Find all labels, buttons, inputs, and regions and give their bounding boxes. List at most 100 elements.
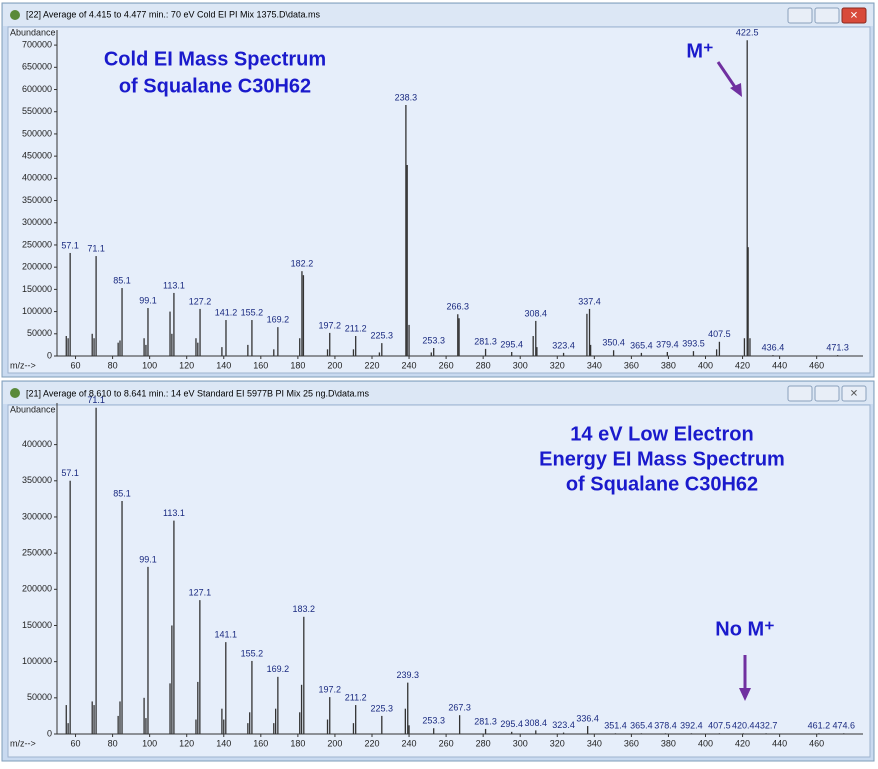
plot-area (7, 404, 871, 758)
peak-label: 57.1 (61, 240, 79, 250)
x-tick-label: 120 (179, 360, 194, 370)
maximize-button[interactable] (814, 7, 840, 24)
peak-label: 225.3 (371, 330, 394, 340)
y-tick-label: 600000 (22, 84, 52, 94)
peak-label: 474.6 (832, 721, 855, 731)
y-axis-label: Abundance (10, 404, 56, 414)
x-tick-label: 360 (624, 360, 639, 370)
x-axis-label: m/z--> (10, 738, 36, 748)
peak-label: 253.3 (422, 716, 445, 726)
peak-label: 127.2 (189, 296, 212, 306)
x-tick-label: 80 (108, 360, 118, 370)
y-tick-label: 550000 (22, 106, 52, 116)
y-tick-label: 300000 (22, 217, 52, 227)
peak-label: 113.1 (163, 508, 185, 518)
maximize-button[interactable] (814, 385, 840, 402)
x-tick-label: 140 (216, 360, 231, 370)
peak-label: 197.2 (318, 684, 341, 694)
peak-label: 350.4 (602, 338, 625, 348)
peak-label: 85.1 (113, 488, 131, 498)
peak-label: 323.4 (552, 720, 575, 730)
y-axis-label: Abundance (10, 27, 56, 37)
peak-label: 155.2 (241, 307, 264, 317)
x-tick-label: 380 (661, 738, 676, 748)
x-tick-label: 220 (364, 360, 379, 370)
y-tick-label: 0 (47, 728, 52, 738)
y-tick-label: 150000 (22, 284, 52, 294)
peak-label: 323.4 (552, 340, 575, 350)
x-tick-label: 160 (253, 360, 268, 370)
peak-label: 197.2 (318, 320, 341, 330)
x-tick-label: 280 (476, 738, 491, 748)
x-tick-label: 120 (179, 738, 194, 748)
peak-label: 378.4 (654, 721, 677, 731)
x-tick-label: 240 (402, 360, 417, 370)
x-tick-label: 240 (402, 738, 417, 748)
peak-label: 71.1 (87, 395, 105, 405)
x-tick-label: 200 (327, 360, 342, 370)
y-tick-label: 450000 (22, 151, 52, 161)
chart-title: of Squalane C30H62 (566, 473, 758, 495)
close-button[interactable] (841, 7, 867, 24)
x-tick-label: 260 (439, 738, 454, 748)
peak-label: 420.4 (732, 721, 755, 731)
y-tick-label: 100000 (22, 656, 52, 666)
window-title: [22] Average of 4.415 to 4.477 min.: 70 … (26, 9, 321, 19)
x-tick-label: 340 (587, 360, 602, 370)
minimize-button[interactable] (787, 7, 813, 24)
x-tick-label: 440 (772, 360, 787, 370)
x-tick-label: 280 (476, 360, 491, 370)
y-tick-label: 400000 (22, 439, 52, 449)
peak-label: 281.3 (474, 336, 497, 346)
x-tick-label: 220 (364, 738, 379, 748)
y-tick-label: 400000 (22, 173, 52, 183)
x-tick-label: 60 (71, 738, 81, 748)
window-icon (10, 388, 20, 398)
x-tick-label: 200 (327, 738, 342, 748)
peak-label: 308.4 (525, 718, 548, 728)
x-tick-label: 100 (142, 360, 157, 370)
window-title: [21] Average of 8.610 to 8.641 min.: 14 … (26, 388, 370, 398)
peak-label: 239.3 (396, 670, 419, 680)
y-tick-label: 200000 (22, 262, 52, 272)
peak-label: 141.1 (215, 629, 238, 639)
peak-label: 379.4 (656, 339, 679, 349)
peak-label: 407.5 (708, 721, 731, 731)
y-tick-label: 50000 (27, 692, 52, 702)
peak-label: 169.2 (267, 664, 290, 674)
minimize-button[interactable] (787, 385, 813, 402)
x-tick-label: 400 (698, 738, 713, 748)
peak-label: 238.3 (395, 92, 418, 102)
plot-area (7, 26, 871, 374)
peak-label: 57.1 (61, 468, 79, 478)
close-button[interactable] (841, 385, 867, 402)
peak-label: 351.4 (604, 721, 627, 731)
window-icon (10, 10, 20, 20)
x-tick-label: 300 (513, 360, 528, 370)
chart-title: Cold EI Mass Spectrum (104, 48, 326, 70)
x-tick-label: 380 (661, 360, 676, 370)
peak-label: 308.4 (525, 308, 548, 318)
x-tick-label: 80 (108, 738, 118, 748)
y-tick-label: 500000 (22, 128, 52, 138)
chart-title: Energy EI Mass Spectrum (539, 448, 785, 470)
x-tick-label: 460 (809, 738, 824, 748)
close-icon: ✕ (850, 389, 858, 400)
annotation: M⁺ (686, 40, 713, 62)
arrow-head (730, 83, 742, 97)
peak-label: 141.2 (215, 307, 238, 317)
peak-label: 336.4 (576, 713, 599, 723)
peak-label: 169.2 (267, 315, 290, 325)
y-tick-label: 50000 (27, 328, 52, 338)
peak-label: 432.7 (755, 721, 778, 731)
peak-label: 393.5 (682, 338, 705, 348)
x-tick-label: 400 (698, 360, 713, 370)
peak-label: 99.1 (139, 554, 157, 564)
peak-label: 253.3 (422, 335, 445, 345)
peak-label: 281.3 (474, 716, 497, 726)
x-tick-label: 160 (253, 738, 268, 748)
arrow (716, 61, 739, 91)
x-tick-label: 460 (809, 360, 824, 370)
x-tick-label: 140 (216, 738, 231, 748)
x-tick-label: 180 (290, 360, 305, 370)
